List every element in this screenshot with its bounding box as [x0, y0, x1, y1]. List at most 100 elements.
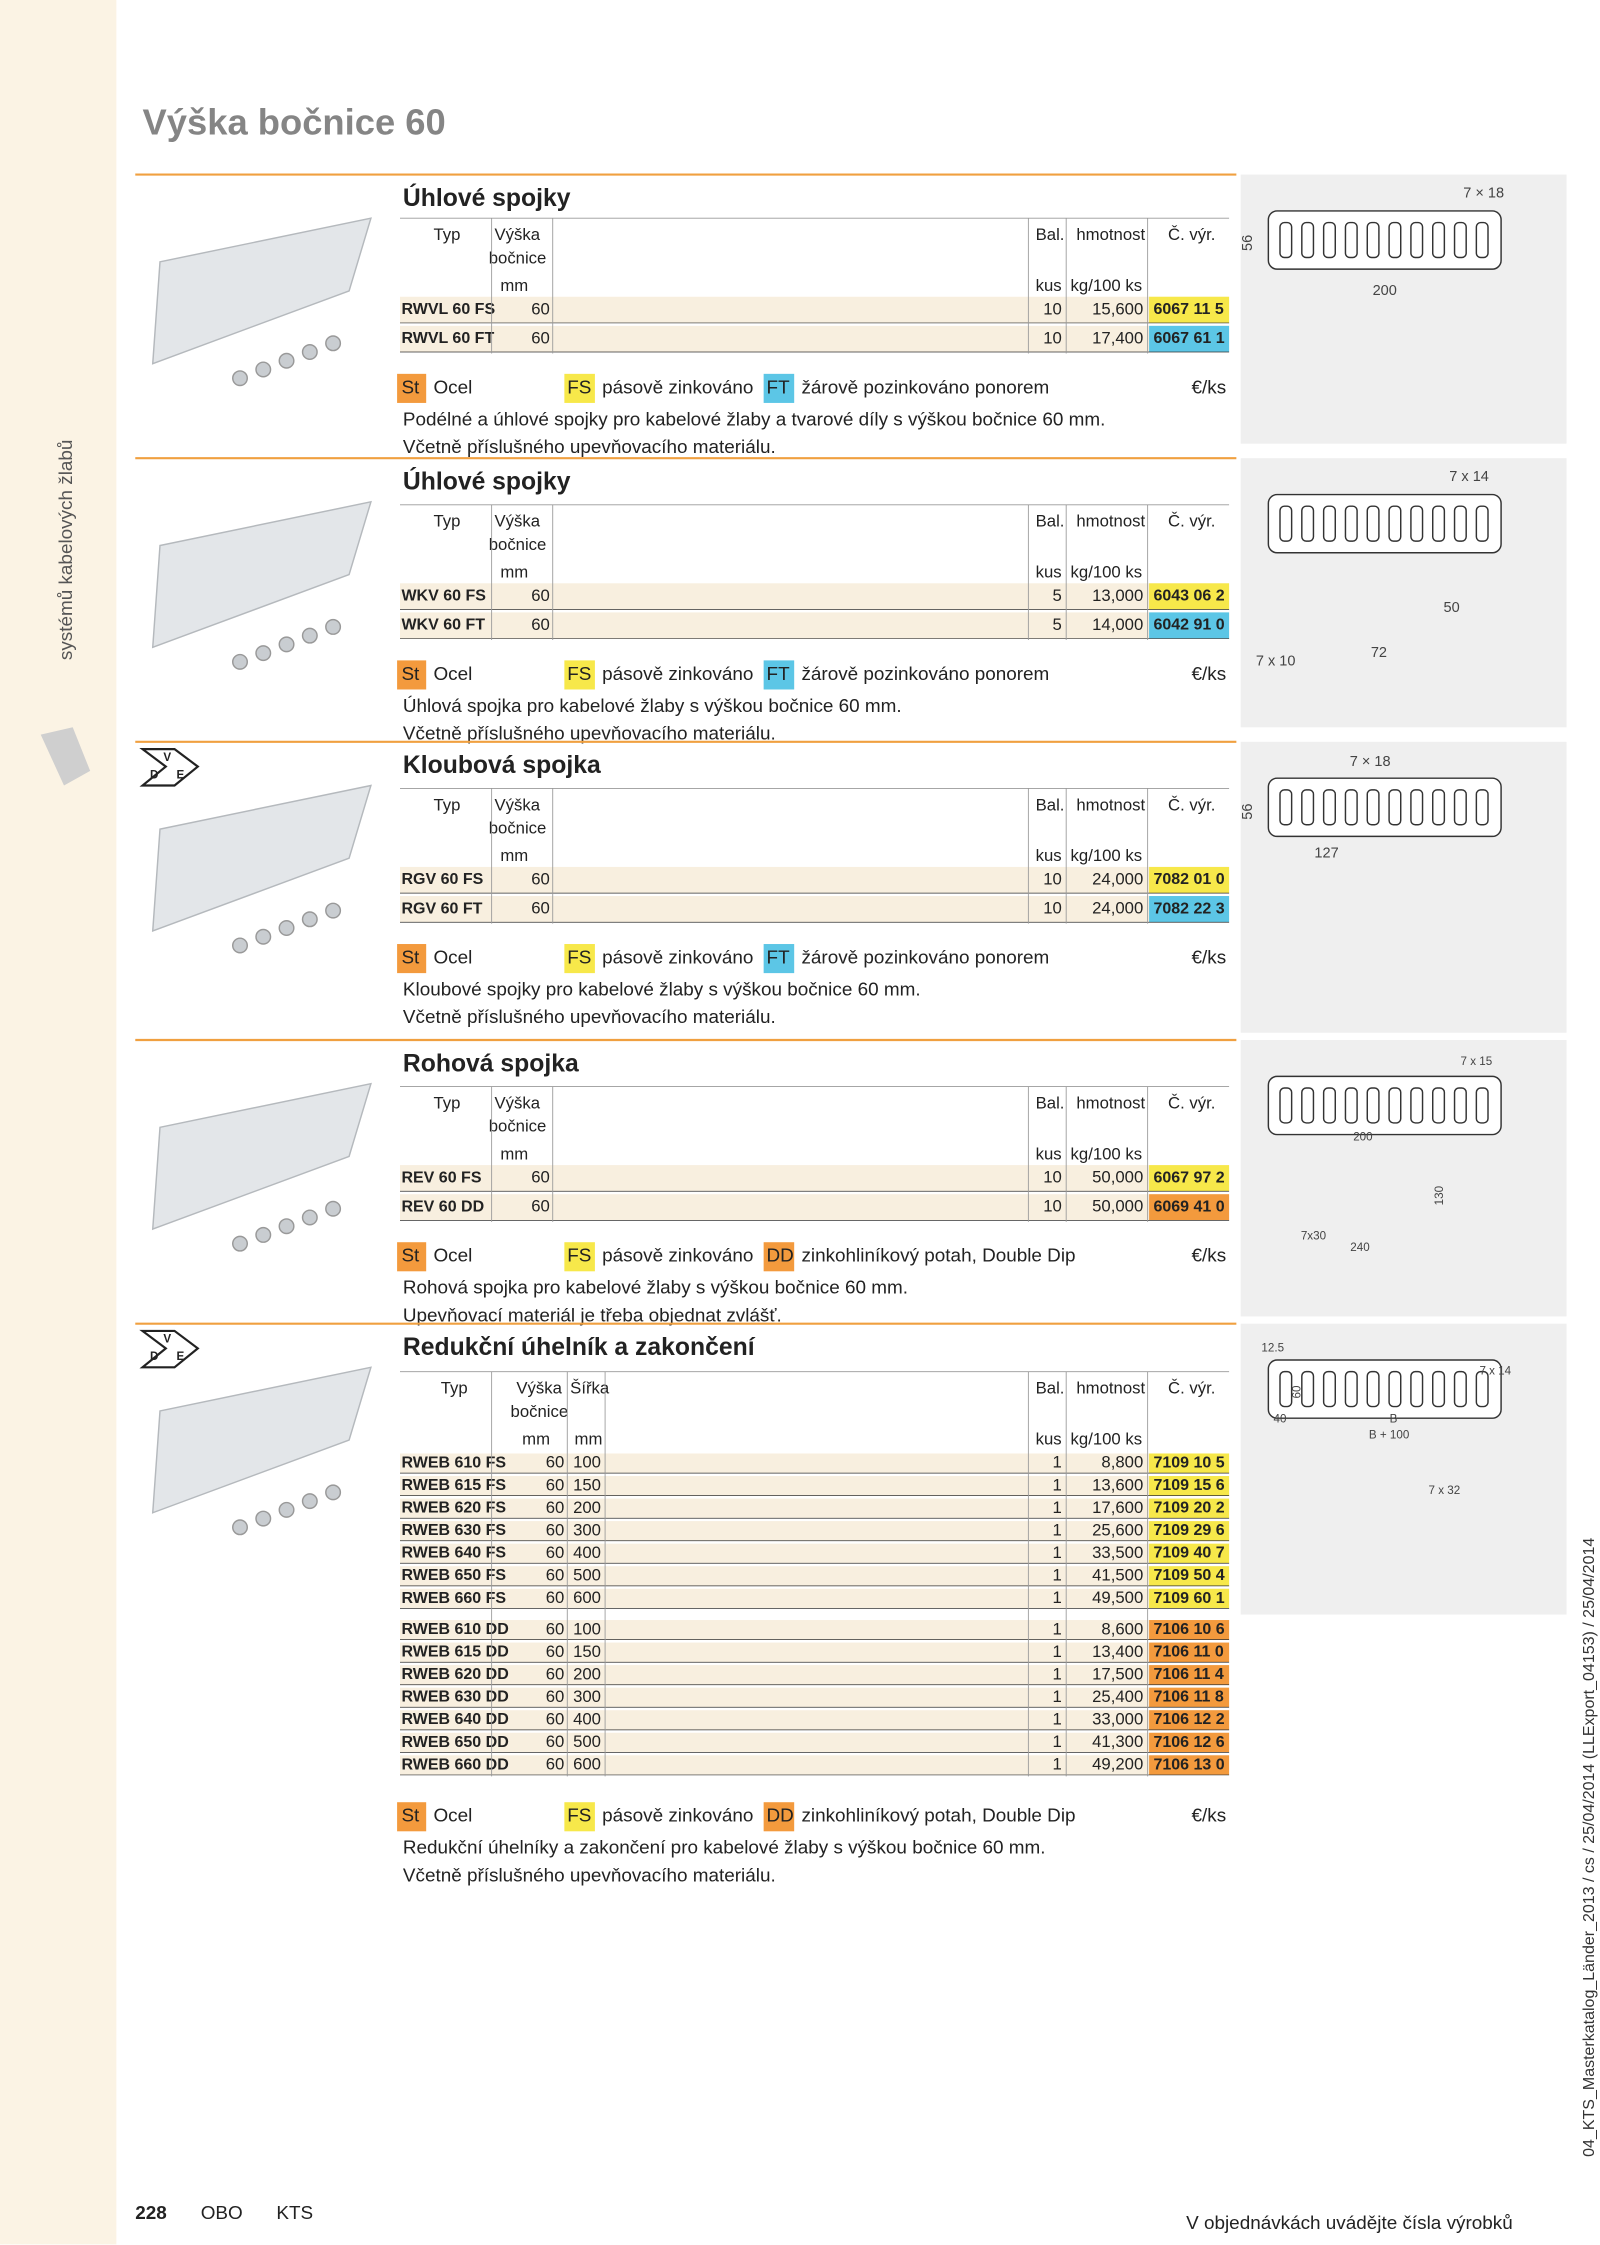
side-band — [0, 0, 117, 2245]
cell: 50,000 — [1092, 1197, 1143, 1216]
diagram-label: 7x30 — [1301, 1229, 1327, 1242]
cell: 7109 10 5 — [1153, 1455, 1224, 1472]
material-box — [397, 944, 427, 974]
column-header: Typ — [433, 512, 460, 531]
cell: 7106 11 8 — [1153, 1689, 1223, 1706]
finish-label: pásově zinkováno — [602, 377, 753, 398]
cell: 60 — [546, 1755, 565, 1774]
column-header: Bal. — [1036, 1379, 1065, 1398]
row-bg — [400, 1665, 1230, 1685]
cell: 7109 29 6 — [1153, 1522, 1224, 1539]
product-bolt — [301, 1493, 318, 1510]
material-box — [397, 660, 427, 690]
diagram-slot — [1279, 789, 1293, 826]
finish-box — [564, 660, 595, 690]
code-bg — [1149, 1642, 1230, 1663]
product-image — [151, 1082, 372, 1252]
cell: 25,400 — [1092, 1687, 1143, 1706]
diagram-slot — [1410, 505, 1424, 542]
unit: kus — [1036, 563, 1062, 582]
row-bg — [400, 1165, 1230, 1192]
diagram-label: 56 — [1240, 235, 1256, 251]
diagram-label: 12.5 — [1261, 1341, 1284, 1354]
code-bg — [1149, 1476, 1230, 1496]
finish-box — [763, 660, 795, 690]
cell: 400 — [573, 1709, 601, 1728]
price-unit: €/ks — [1192, 377, 1227, 398]
code-bg — [1149, 1566, 1230, 1586]
code-bg — [1149, 325, 1230, 353]
cell: 13,600 — [1092, 1475, 1143, 1494]
cell: 100 — [573, 1453, 601, 1472]
diagram-label: 130 — [1433, 1185, 1446, 1205]
unit: kus — [1036, 846, 1062, 865]
code-bg — [1149, 583, 1230, 610]
section-title: Kloubová spojka — [403, 752, 601, 779]
material-code: St — [401, 664, 420, 685]
cell: RWEB 610 DD — [401, 1621, 508, 1638]
cert-letter: E — [176, 768, 184, 781]
cert-logo — [139, 1329, 200, 1369]
product-bolt — [232, 1519, 248, 1536]
diagram-slot — [1410, 1370, 1424, 1408]
cell: 5 — [1053, 586, 1062, 605]
diagram-slot — [1366, 1370, 1380, 1408]
column-header: Bal. — [1036, 1093, 1065, 1112]
cell: 17,500 — [1092, 1664, 1143, 1683]
diagram-slot — [1322, 1087, 1336, 1124]
diagram-slot — [1344, 1087, 1358, 1124]
product-shape — [151, 500, 372, 649]
diagram-slot — [1344, 789, 1358, 826]
finish-label: žárově pozinkováno ponorem — [801, 664, 1049, 685]
diagram-label: 7 × 18 — [1350, 754, 1391, 770]
cell: 5 — [1053, 615, 1062, 634]
column-header: Bal. — [1036, 795, 1065, 814]
cell: 6042 91 0 — [1153, 617, 1224, 634]
description: Včetně příslušného upevňovacího materiál… — [403, 437, 776, 458]
unit: mm — [500, 276, 528, 295]
cell: 7082 01 0 — [1153, 871, 1224, 888]
diagram-label: 60 — [1291, 1385, 1304, 1398]
product-bolt — [325, 335, 342, 352]
cell: RWEB 660 DD — [401, 1756, 508, 1773]
diagram-label: 50 — [1444, 600, 1460, 616]
cell: 60 — [546, 1453, 565, 1472]
diagram-slot — [1366, 1087, 1380, 1124]
column-header: bočnice — [489, 535, 547, 554]
diagram-slot — [1453, 505, 1467, 542]
diagram-slot — [1453, 1087, 1467, 1124]
product-bolt — [278, 920, 295, 937]
diagram-slot — [1301, 789, 1315, 826]
unit: mm — [522, 1429, 550, 1448]
material-box — [397, 1802, 427, 1832]
diagram-slot — [1453, 1370, 1467, 1408]
material-label: Ocel — [433, 1806, 472, 1827]
cell: 7106 11 0 — [1153, 1644, 1223, 1661]
doc-id: 04_KTS_Masterkatalog_Länder_2013 / cs / … — [1581, 1538, 1598, 2157]
sidebar-label: systémů kabelových žlabů — [56, 440, 77, 661]
unit: mm — [500, 846, 528, 865]
price-unit: €/ks — [1192, 948, 1227, 969]
column-header: bočnice — [511, 1402, 569, 1421]
unit: mm — [500, 1144, 528, 1163]
cell: 7109 60 1 — [1153, 1590, 1224, 1607]
product-image — [151, 1366, 372, 1536]
row-bg — [400, 1453, 1230, 1474]
row-bg — [400, 1521, 1230, 1541]
column-header: Typ — [441, 1379, 468, 1398]
material-label: Ocel — [433, 1246, 472, 1267]
cell: 13,000 — [1092, 586, 1143, 605]
diagram-slot — [1475, 1370, 1489, 1408]
cell: RWEB 630 DD — [401, 1689, 508, 1706]
cell: 7106 13 0 — [1153, 1756, 1224, 1773]
footer-note: V objednávkách uvádějte čísla výrobků — [1186, 2213, 1513, 2234]
diagram-slot — [1388, 1370, 1402, 1408]
finish-code: FS — [567, 1806, 591, 1827]
product-bolt — [301, 1209, 318, 1226]
cell: 60 — [546, 1498, 565, 1517]
material-code: St — [401, 948, 420, 969]
material-box — [397, 373, 427, 403]
cell: 6043 06 2 — [1153, 588, 1224, 605]
cell: RWEB 615 DD — [401, 1644, 508, 1661]
sidebar-icon — [40, 727, 91, 786]
